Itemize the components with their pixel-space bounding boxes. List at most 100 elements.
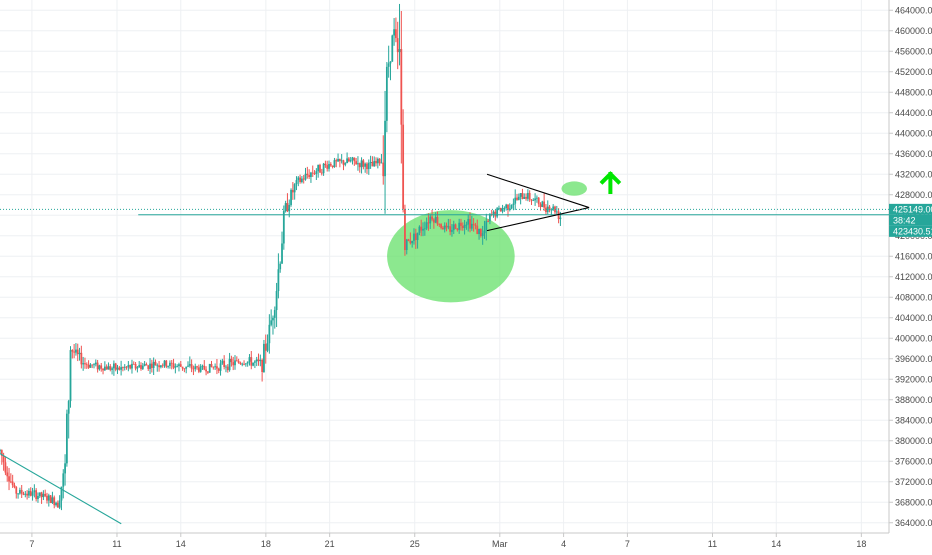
- candle-body: [214, 366, 217, 368]
- candle-body: [349, 160, 352, 162]
- candle-body: [364, 163, 367, 167]
- candle-body: [18, 489, 21, 494]
- candle-body: [82, 363, 85, 365]
- candle-body: [338, 158, 341, 162]
- candle-body: [297, 177, 300, 181]
- candle-body: [404, 208, 406, 251]
- candle-body: [523, 196, 526, 199]
- candle-body: [73, 351, 76, 353]
- candle-body: [159, 365, 162, 368]
- candle-body: [492, 211, 495, 215]
- annotation-front-layer: [0, 171, 889, 525]
- candle-body: [172, 363, 175, 368]
- candle-body: [169, 362, 171, 366]
- candle-body: [212, 366, 215, 368]
- candle-body: [429, 216, 432, 224]
- candle-body: [521, 193, 524, 199]
- candle-body: [545, 207, 547, 213]
- candle-body: [24, 493, 27, 495]
- candle-body: [150, 363, 153, 368]
- candle-body: [454, 224, 457, 229]
- candle-body: [266, 343, 269, 351]
- y-tick-label: 448000.00: [895, 87, 932, 97]
- y-tick-label: 384000.00: [895, 415, 932, 425]
- candle-body: [132, 363, 135, 365]
- candle-body: [512, 203, 515, 206]
- candle-body: [510, 205, 513, 209]
- candle-body: [340, 160, 343, 162]
- candle-body: [134, 363, 137, 369]
- candle-body: [179, 364, 182, 367]
- price-tag-label: 423430.51: [893, 226, 932, 236]
- candle-body: [60, 486, 63, 501]
- highlight-ellipse: [561, 181, 587, 196]
- candle-body: [185, 366, 188, 369]
- candle-body: [543, 201, 546, 208]
- y-tick-label: 460000.00: [895, 26, 932, 36]
- candle-body: [129, 365, 132, 369]
- candle-body: [114, 363, 117, 370]
- candle-body: [384, 120, 386, 177]
- axis-layer: [0, 0, 890, 534]
- candle-body: [232, 362, 235, 366]
- candle-body: [165, 360, 168, 367]
- candle-body: [170, 362, 173, 364]
- candle-body: [29, 490, 32, 496]
- candle-body: [78, 352, 81, 355]
- candle-body: [141, 365, 144, 369]
- candle-body: [432, 219, 435, 223]
- candle-body: [452, 224, 455, 231]
- price-tag: 425149.00: [889, 203, 932, 215]
- candle-body: [154, 361, 157, 366]
- candle-body: [203, 365, 206, 370]
- candle-body: [438, 224, 441, 225]
- candle-body: [458, 222, 461, 230]
- candle-body: [299, 177, 301, 183]
- candle-body: [194, 366, 197, 369]
- candle-body: [71, 350, 74, 352]
- candle-body: [31, 492, 34, 496]
- candle-body: [290, 189, 292, 205]
- candle-body: [84, 363, 86, 365]
- candle-body: [263, 343, 265, 372]
- candle-body: [239, 362, 242, 364]
- candle-body: [447, 226, 450, 228]
- candle-body: [264, 343, 267, 351]
- candle-body: [313, 173, 316, 175]
- candle-body: [15, 487, 18, 494]
- candle-body: [210, 363, 213, 367]
- price-tag: 423430.51: [889, 225, 932, 237]
- candle-body: [416, 232, 419, 240]
- candle-body: [369, 161, 372, 163]
- candle-body: [559, 217, 562, 220]
- y-tick-label: 452000.00: [895, 67, 932, 77]
- candle-body: [49, 495, 52, 503]
- candle-body: [315, 171, 318, 174]
- candle-body: [62, 473, 65, 487]
- candle-body: [431, 216, 433, 220]
- candle-body: [548, 206, 551, 211]
- candle-body: [396, 38, 399, 53]
- candle-body: [216, 366, 218, 369]
- candle-body: [517, 196, 520, 200]
- candle-body: [470, 223, 473, 229]
- candle-body: [376, 158, 379, 164]
- candle-body: [22, 493, 25, 495]
- candle-body: [107, 366, 110, 370]
- candle-body: [174, 366, 177, 368]
- candle-body: [230, 358, 233, 363]
- candle-body: [187, 365, 189, 367]
- candle-body: [228, 358, 231, 371]
- candle-body: [474, 224, 477, 226]
- candle-body: [485, 221, 488, 231]
- candle-body: [367, 162, 370, 170]
- x-tick-label: 7: [29, 539, 34, 549]
- candle-body: [277, 269, 280, 292]
- candle-body: [161, 365, 164, 367]
- candle-body: [288, 204, 291, 212]
- candle-body: [344, 163, 347, 165]
- candle-body: [116, 367, 119, 370]
- candle-body: [248, 357, 251, 362]
- y-tick-label: 440000.00: [895, 128, 932, 138]
- candle-body: [306, 173, 309, 176]
